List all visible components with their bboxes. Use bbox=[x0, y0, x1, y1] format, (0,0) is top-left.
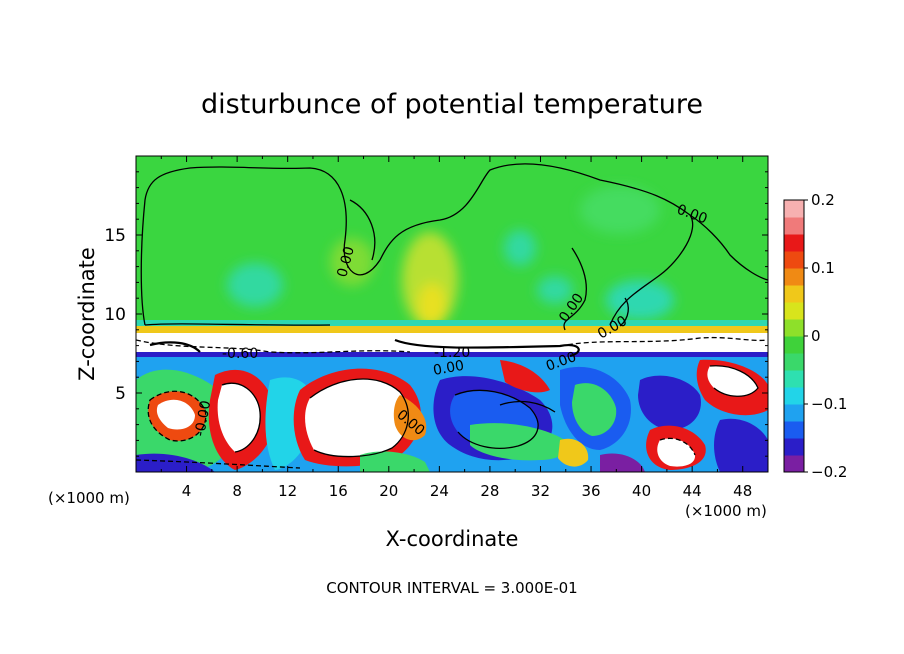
colorbar-swatch bbox=[784, 319, 804, 337]
colorbar-tick-label: −0.2 bbox=[811, 463, 847, 481]
x-tick-label: 16 bbox=[329, 482, 348, 500]
colorbar-swatch bbox=[784, 302, 804, 320]
colorbar-swatch bbox=[784, 336, 804, 354]
colorbar-ticks: 0.2 0.1 0 −0.1 −0.2 bbox=[804, 191, 847, 481]
x-tick-label: 32 bbox=[531, 482, 550, 500]
colorbar bbox=[784, 200, 804, 473]
y-tick-label: 15 bbox=[104, 226, 126, 246]
y-axis-label: Z-coordinate bbox=[75, 247, 99, 381]
x-tick-label: 44 bbox=[683, 482, 702, 500]
contour-interval-note: CONTOUR INTERVAL = 3.000E-01 bbox=[326, 579, 577, 597]
x-axis-unit-left: (×1000 m) bbox=[48, 489, 130, 507]
colorbar-swatch bbox=[784, 387, 804, 405]
x-tick-label: 40 bbox=[632, 482, 651, 500]
x-tick-label: 48 bbox=[733, 482, 752, 500]
colorbar-swatch bbox=[784, 268, 804, 286]
contour-label: -0.00 bbox=[192, 399, 214, 437]
colorbar-swatch bbox=[784, 353, 804, 371]
colorbar-swatch bbox=[784, 200, 804, 218]
colorbar-tick-label: 0.1 bbox=[811, 259, 835, 277]
x-tick-label: 4 bbox=[182, 482, 192, 500]
x-tick-label: 20 bbox=[379, 482, 398, 500]
plot-area bbox=[136, 156, 768, 472]
colorbar-swatch bbox=[784, 455, 804, 473]
contour-label: 0.00 bbox=[432, 358, 465, 379]
y-tick-label: 10 bbox=[104, 305, 126, 325]
colorbar-swatch bbox=[784, 370, 804, 388]
colorbar-tick-label: −0.1 bbox=[811, 395, 847, 413]
contour-label: 0.00 bbox=[334, 245, 358, 279]
chart-title: disturbunce of potential temperature bbox=[201, 89, 703, 120]
colorbar-swatch bbox=[784, 217, 804, 235]
contour-lines bbox=[136, 163, 768, 469]
contour-label: -0.60 bbox=[222, 346, 258, 362]
x-axis-label: X-coordinate bbox=[386, 527, 519, 551]
colorbar-swatch bbox=[784, 251, 804, 269]
y-axis-ticks: 5 10 15 bbox=[104, 171, 768, 457]
contour-label: -1.20 bbox=[434, 345, 470, 361]
lower-layer-eddies bbox=[136, 359, 768, 472]
x-tick-label: 12 bbox=[278, 482, 297, 500]
colorbar-swatch bbox=[784, 234, 804, 252]
x-tick-label: 36 bbox=[581, 482, 600, 500]
x-tick-label: 24 bbox=[430, 482, 449, 500]
y-tick-label: 5 bbox=[115, 384, 126, 404]
x-tick-label: 8 bbox=[232, 482, 242, 500]
x-tick-label: 28 bbox=[480, 482, 499, 500]
colorbar-swatch bbox=[784, 438, 804, 456]
colorbar-swatch bbox=[784, 404, 804, 422]
x-axis-ticks: 4 8 12 16 20 24 28 32 36 40 44 48 bbox=[160, 156, 752, 500]
colorbar-tick-label: 0.2 bbox=[811, 191, 835, 209]
colorbar-tick-label: 0 bbox=[811, 327, 821, 345]
x-axis-unit-right: (×1000 m) bbox=[685, 502, 767, 520]
colorbar-swatch bbox=[784, 421, 804, 439]
colorbar-swatch bbox=[784, 285, 804, 303]
